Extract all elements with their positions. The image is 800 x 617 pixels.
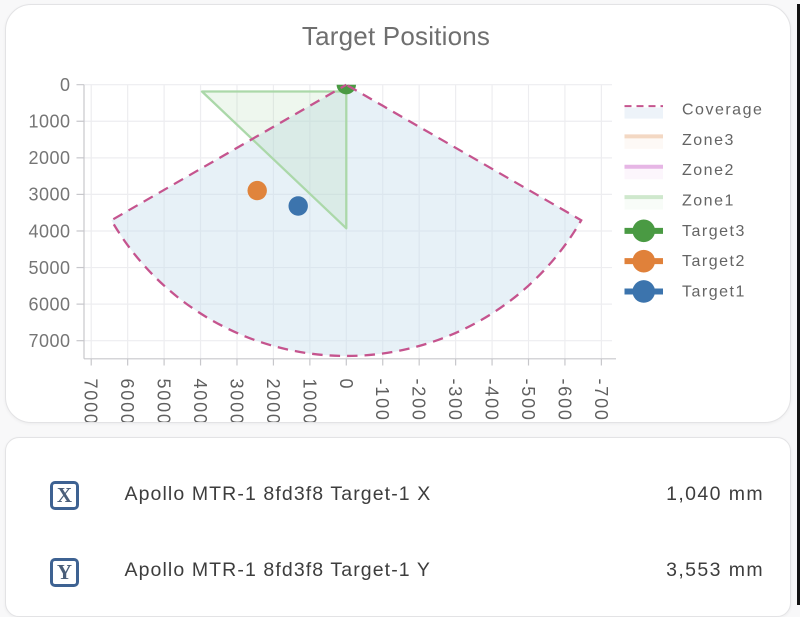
svg-text:2000: 2000 xyxy=(263,379,283,424)
svg-text:0: 0 xyxy=(336,379,356,391)
svg-text:-4000: -4000 xyxy=(482,379,502,424)
svg-text:-6000: -6000 xyxy=(554,379,574,424)
svg-text:6000: 6000 xyxy=(28,294,70,314)
svg-text:3000: 3000 xyxy=(226,379,246,424)
svg-text:-5000: -5000 xyxy=(518,379,538,424)
svg-text:5000: 5000 xyxy=(28,258,70,278)
svg-text:Zone2: Zone2 xyxy=(682,162,735,179)
svg-text:-7000: -7000 xyxy=(591,379,611,424)
svg-text:3000: 3000 xyxy=(28,185,70,205)
svg-text:1000: 1000 xyxy=(299,379,319,424)
svg-text:Target1: Target1 xyxy=(682,283,746,300)
svg-text:-1000: -1000 xyxy=(372,379,392,424)
svg-text:-2000: -2000 xyxy=(409,379,429,424)
svg-text:2000: 2000 xyxy=(28,148,70,168)
svg-text:Zone3: Zone3 xyxy=(682,132,735,149)
svg-text:4000: 4000 xyxy=(28,221,70,241)
svg-text:-3000: -3000 xyxy=(445,379,465,424)
svg-text:5000: 5000 xyxy=(154,379,174,424)
svg-text:1000: 1000 xyxy=(28,112,70,132)
svg-text:0: 0 xyxy=(60,75,71,95)
svg-text:Coverage: Coverage xyxy=(682,102,763,119)
svg-text:Zone1: Zone1 xyxy=(682,192,735,209)
svg-text:Target2: Target2 xyxy=(682,253,746,270)
svg-text:6000: 6000 xyxy=(117,379,137,424)
svg-text:4000: 4000 xyxy=(190,379,210,424)
svg-text:7000: 7000 xyxy=(81,379,101,424)
svg-text:Target3: Target3 xyxy=(682,223,746,240)
svg-text:7000: 7000 xyxy=(28,331,70,351)
